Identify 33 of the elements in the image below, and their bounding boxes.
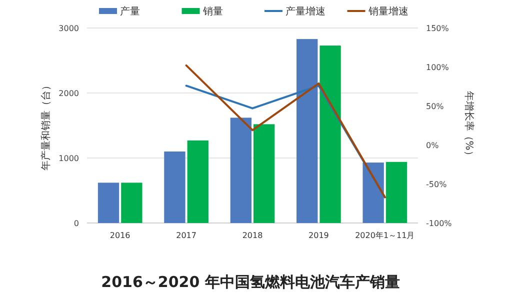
legend-label: 产量增速 [286,6,326,18]
bar [320,46,341,223]
bar [98,182,120,223]
y2-tick-label: -50% [426,180,448,189]
y2-tick-label: 0% [426,140,440,150]
y2-tick-label: -100% [426,218,452,228]
y-tick-label: 1000 [58,154,79,163]
y2-tick-label: 150% [426,24,450,33]
x-tick-label: 2017 [176,231,196,240]
bar [254,124,275,223]
bar [296,39,318,223]
y-axis-title: 年产量和销量（台） [40,80,52,170]
text: 2016～2020 年中国氢燃料电池汽车产销量 [101,273,400,291]
x-tick-label: 2018 [242,231,263,240]
bar [187,140,208,223]
legend-label: 销量 [202,6,223,18]
bar [362,162,384,223]
y2-tick-label: 50% [426,102,444,111]
bar [386,162,408,223]
legend-label: 产量 [120,6,140,18]
legend-label: 销量增速 [367,6,408,18]
y2-tick-label: 100% [426,62,450,72]
y-tick-label: 2000 [58,88,79,98]
line-series [185,64,386,198]
bar [121,182,142,223]
x-tick-label: 2019 [308,231,329,240]
bar [164,152,186,223]
y-tick-label: 3000 [58,24,79,33]
y-tick-label: 0 [74,218,79,228]
bar [230,118,252,223]
x-tick-label: 2016 [110,231,130,240]
x-tick-label: 2020年1～11月 [355,231,415,240]
y2-axis-title: 年增长率（%） [463,90,475,160]
